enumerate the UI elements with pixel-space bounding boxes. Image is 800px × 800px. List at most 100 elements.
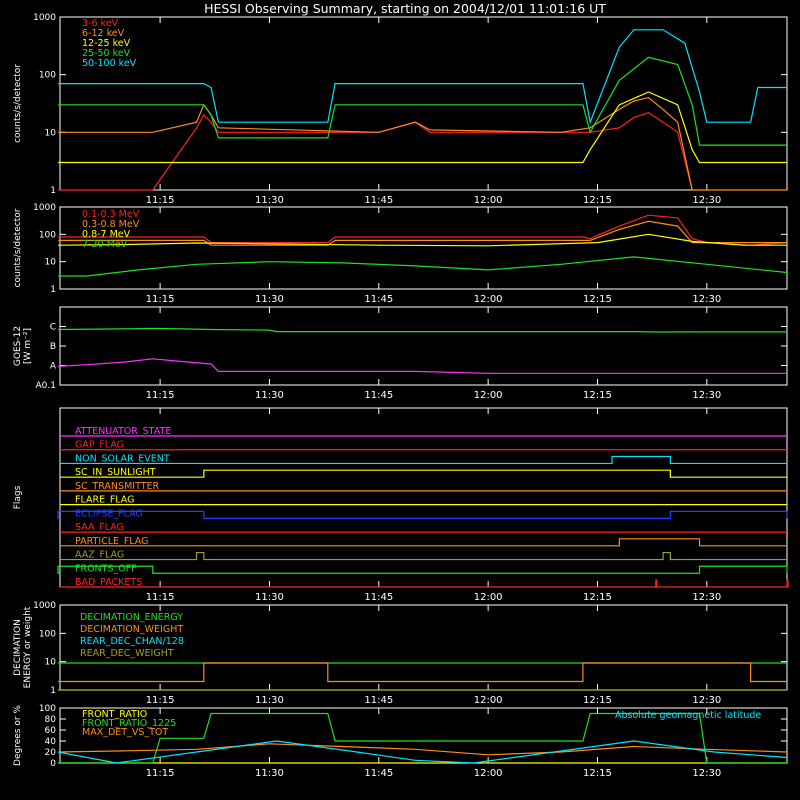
series-0-8-7-mev — [58, 233, 787, 247]
series-3-6-kev — [58, 111, 707, 191]
y-tick-label: 0 — [50, 759, 56, 769]
flag-label: ECLIPSE_FLAG — [75, 508, 143, 519]
y-tick-label: A — [50, 362, 57, 372]
flag-label: SAA_FLAG — [75, 522, 124, 533]
time-tick-label: 11:45 — [364, 195, 393, 206]
y-tick-label: 1 — [50, 186, 56, 196]
legend-entry: 25-50 keV — [82, 48, 131, 59]
flag-label: AAZ_FLAG — [75, 550, 124, 561]
time-tick-label: 11:45 — [364, 768, 393, 779]
legend-entry: 0.3-0.8 MeV — [82, 219, 140, 230]
series-12-25-kev — [58, 91, 787, 164]
legend-entry: REAR_DEC_CHAN/128 — [80, 636, 184, 647]
series-50-100-kev — [58, 29, 787, 125]
time-tick-label: 12:30 — [692, 768, 721, 779]
time-tick-label: 12:00 — [474, 294, 503, 305]
time-tick-label: 12:00 — [474, 195, 503, 206]
y-axis-label: [W m⁻²] — [23, 328, 33, 364]
time-tick-label: 11:45 — [364, 695, 393, 706]
time-tick-label: 11:30 — [255, 195, 284, 206]
flag-line-non-solar-event — [60, 455, 787, 465]
time-tick-label: 11:15 — [146, 390, 175, 401]
flag-label: BAD_PACKETS — [75, 577, 142, 588]
high-energy-panel-frame — [59, 206, 788, 290]
flag-line-particle-flag — [60, 538, 787, 547]
y-tick-label: 40 — [45, 737, 57, 747]
legend-entry: DECIMATION_WEIGHT — [80, 624, 183, 635]
legend-entry: 7-20 MeV — [82, 239, 128, 250]
time-tick-label: 12:30 — [692, 195, 721, 206]
time-tick-label: 11:15 — [146, 294, 175, 305]
flag-line-eclipse-flag — [57, 510, 788, 519]
series-front-ratio-1225 — [58, 712, 787, 764]
y-tick-label: 1000 — [33, 601, 56, 611]
y-tick-label: 1 — [50, 285, 56, 295]
legend-entry: 3-6 keV — [82, 18, 119, 29]
series-absolute-geomagnetic-latitude — [57, 740, 788, 764]
y-tick-label: 10 — [45, 128, 57, 138]
time-tick-label: 12:30 — [692, 390, 721, 401]
time-tick-label: 12:00 — [474, 695, 503, 706]
y-tick-label: 20 — [45, 748, 57, 758]
time-tick-label: 12:30 — [692, 294, 721, 305]
flag-label: FLARE_FLAG — [75, 495, 135, 506]
time-tick-label: 11:45 — [364, 390, 393, 401]
legend-entry: MAX_DET_VS_TOT — [82, 727, 168, 738]
time-tick-label: 12:15 — [583, 768, 612, 779]
y-axis-label: Degrees or % — [13, 705, 23, 766]
legend-entry: 0.1-0.3 MeV — [82, 209, 140, 220]
series-decimation-weight — [58, 662, 787, 683]
time-tick-label: 12:15 — [583, 294, 612, 305]
time-tick-label: 11:15 — [146, 195, 175, 206]
time-tick-label: 12:15 — [583, 390, 612, 401]
legend-entry: REAR_DEC_WEIGHT — [80, 648, 174, 659]
y-tick-label: 10 — [45, 658, 57, 668]
flag-line-aaz-flag — [60, 551, 787, 561]
y-tick-label: 1000 — [33, 203, 56, 213]
legend-entry: 6-12 keV — [82, 28, 125, 39]
y-axis-label: counts/s/detector — [13, 208, 23, 287]
annotation-geomagnetic-latitude: Absolute geomagnetic latitude — [615, 710, 761, 721]
time-tick-label: 11:30 — [255, 768, 284, 779]
y-tick-label: A0.1 — [36, 381, 56, 391]
y-axis-label: ENERGY or weight — [23, 606, 33, 688]
y-axis-label: Flags — [13, 485, 23, 509]
time-tick-label: 12:15 — [583, 592, 612, 603]
y-tick-label: C — [50, 323, 56, 333]
series-6-12-kev — [58, 96, 787, 191]
time-tick-label: 11:15 — [146, 695, 175, 706]
y-tick-label: 1 — [50, 686, 56, 696]
time-tick-label: 11:30 — [255, 592, 284, 603]
legend-entry: FRONT_RATIO — [82, 709, 147, 720]
time-tick-label: 11:15 — [146, 592, 175, 603]
y-tick-label: 100 — [39, 629, 56, 639]
flag-line-fronts-off — [57, 565, 788, 574]
flag-label: SC_TRANSMITTER — [75, 481, 160, 492]
time-tick-label: 12:00 — [474, 390, 503, 401]
time-tick-label: 11:30 — [255, 294, 284, 305]
flag-line-sc-in-sunlight — [60, 469, 787, 478]
y-axis-label: counts/s/detector — [13, 64, 23, 143]
y-tick-label: 100 — [39, 230, 56, 240]
y-tick-label: 80 — [45, 715, 57, 725]
time-tick-label: 12:30 — [692, 592, 721, 603]
time-tick-label: 12:15 — [583, 195, 612, 206]
y-tick-label: 100 — [39, 71, 56, 81]
time-tick-label: 11:45 — [364, 294, 393, 305]
flag-label: SC_IN_SUNLIGHT — [75, 467, 156, 478]
y-tick-label: 1000 — [33, 13, 56, 23]
series-goes-1-8-a — [58, 327, 787, 333]
flag-label: FRONTS_OFF — [75, 563, 137, 574]
flag-label: ATTENUATOR_STATE — [75, 426, 171, 437]
time-tick-label: 12:00 — [474, 768, 503, 779]
series-0-3-0-8-mev — [58, 220, 787, 246]
legend-entry: DECIMATION_ENERGY — [80, 612, 183, 623]
time-tick-label: 11:30 — [255, 695, 284, 706]
flag-label: NON_SOLAR_EVENT — [75, 453, 170, 464]
legend-entry: 0.8-7 MeV — [82, 229, 131, 240]
series-goes-0-5-4-a — [58, 358, 787, 374]
legend-entry: FRONT_RATIO_1225 — [82, 718, 176, 729]
y-tick-label: B — [50, 342, 56, 352]
flag-label: GAP_FLAG — [75, 440, 124, 451]
